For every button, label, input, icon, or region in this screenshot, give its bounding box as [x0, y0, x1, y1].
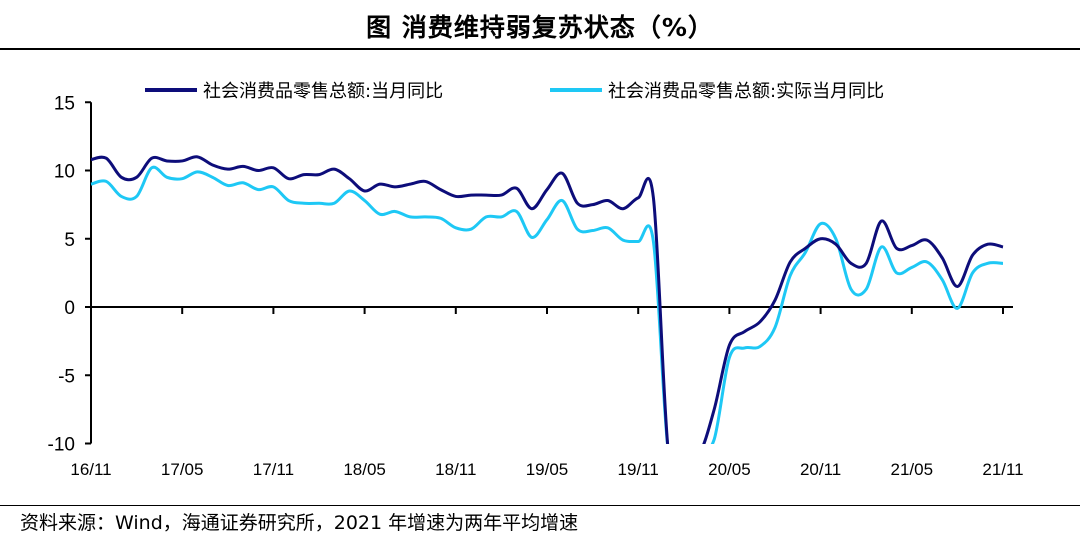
x-tick-label: 21/11	[982, 460, 1023, 479]
source-note: 资料来源：Wind，海通证券研究所，2021 年增速为两年平均增速	[20, 512, 579, 534]
x-tick-label: 18/05	[343, 460, 386, 479]
series-line	[90, 165, 1004, 444]
legend-label: 社会消费品零售总额:实际当月同比	[608, 81, 884, 102]
x-tick-label: 19/05	[526, 460, 569, 479]
x-tick-label: 20/11	[800, 460, 841, 479]
x-tick-label: 16/11	[70, 460, 111, 479]
x-tick-label: 18/11	[435, 460, 476, 479]
chart-title: 图 消费维持弱复苏状态（%）	[366, 13, 714, 42]
y-tick-label: -10	[48, 435, 75, 456]
x-tick-label: 17/11	[253, 460, 294, 479]
x-tick-label: 20/05	[708, 460, 751, 479]
y-tick-label: 0	[64, 298, 75, 319]
legend-label: 社会消费品零售总额:当月同比	[203, 81, 443, 102]
series-line	[90, 155, 1004, 444]
y-tick-label: 15	[54, 93, 75, 114]
source-divider	[0, 505, 1080, 506]
x-tick-label: 17/05	[161, 460, 204, 479]
y-tick-label: 10	[54, 162, 75, 183]
y-tick-label: -5	[58, 366, 75, 387]
y-tick-label: 5	[64, 230, 75, 251]
x-tick-label: 21/05	[891, 460, 934, 479]
x-tick-label: 19/11	[618, 460, 659, 479]
title-divider	[0, 48, 1080, 50]
